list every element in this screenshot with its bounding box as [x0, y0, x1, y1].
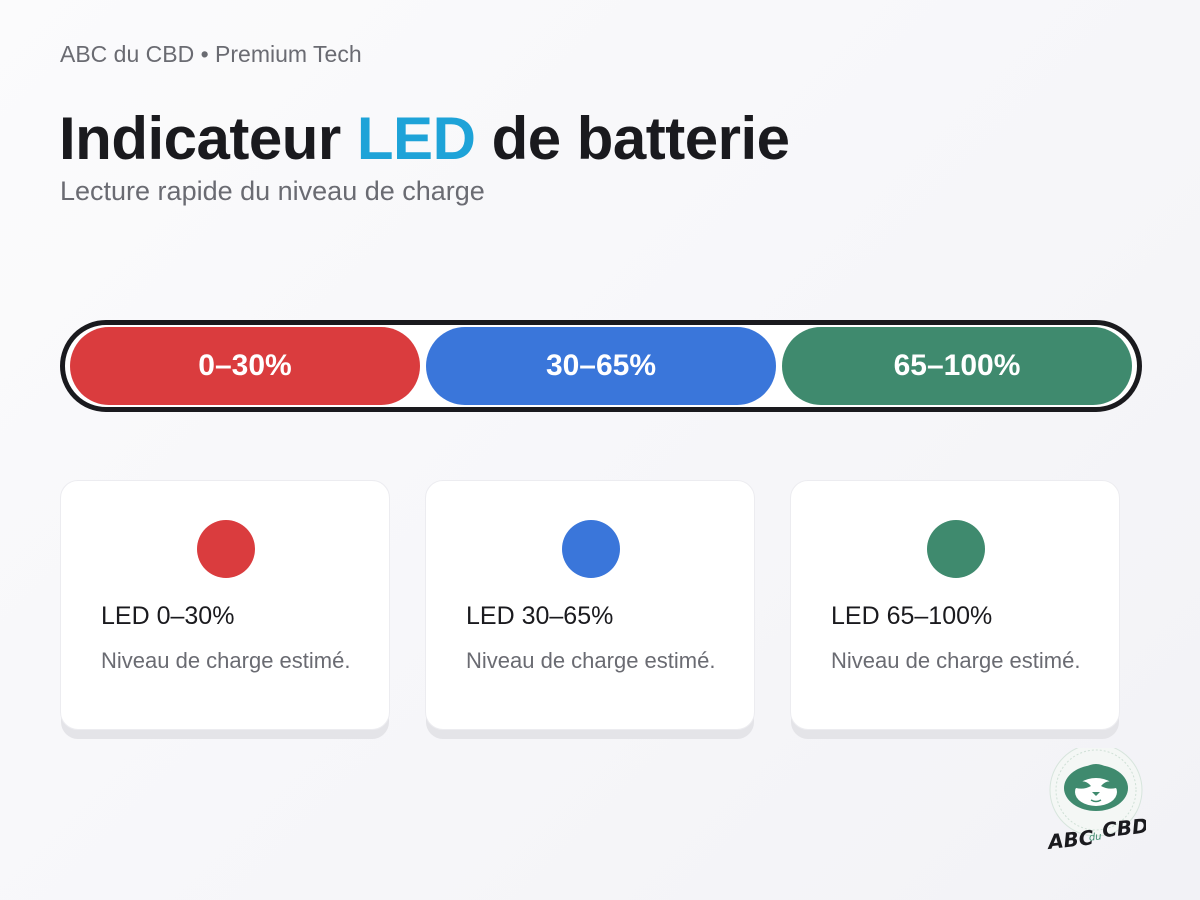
led-card-title: LED 65–100%: [831, 602, 993, 630]
led-card-desc: Niveau de charge estimé.: [101, 648, 351, 673]
brand-eyebrow: ABC du CBD • Premium Tech: [60, 41, 362, 67]
abc-du-cbd-logo: ABC du CBD: [1045, 743, 1150, 854]
page-subtitle: Lecture rapide du niveau de charge: [60, 176, 485, 206]
led-card-mid: LED 30–65% Niveau de charge estimé.: [425, 480, 755, 730]
title-part-1: Indicateur: [59, 105, 357, 172]
svg-text:CBD: CBD: [1101, 814, 1146, 843]
led-dot-green-icon: [927, 520, 985, 578]
led-card-desc: Niveau de charge estimé.: [466, 648, 716, 673]
led-dot-blue-icon: [562, 520, 620, 578]
led-dot-red-icon: [197, 520, 255, 578]
led-card-high: LED 65–100% Niveau de charge estimé.: [790, 480, 1120, 730]
title-part-2: de batterie: [475, 105, 790, 172]
led-card-title: LED 0–30%: [101, 602, 235, 630]
title-accent: LED: [356, 105, 476, 172]
battery-segment-mid: 30–65%: [426, 327, 776, 405]
page-title: Indicateur LED de batterie: [59, 104, 790, 173]
svg-text:du: du: [1088, 831, 1102, 843]
logo-text: ABC: [1046, 825, 1095, 852]
battery-bar: 0–30% 30–65% 65–100%: [60, 320, 1142, 412]
battery-segment-low: 0–30%: [70, 327, 420, 405]
led-card-desc: Niveau de charge estimé.: [831, 648, 1081, 673]
battery-segment-high: 65–100%: [782, 327, 1132, 405]
led-card-title: LED 30–65%: [466, 602, 614, 630]
led-card-low: LED 0–30% Niveau de charge estimé.: [60, 480, 390, 730]
led-cards: LED 0–30% Niveau de charge estimé. LED 3…: [60, 480, 1120, 730]
sloth-face-icon: ABC du CBD: [1045, 743, 1150, 854]
